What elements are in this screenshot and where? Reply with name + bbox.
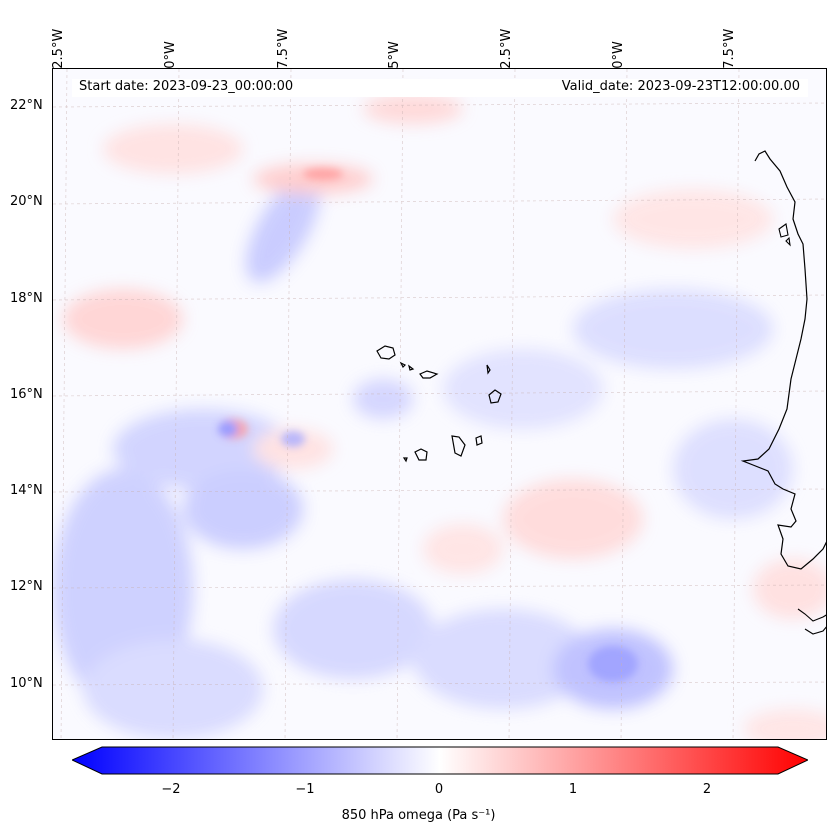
lat-label-12n: 12°N [10,579,43,594]
omega-field [53,94,826,739]
colorbar-tick-0: 0 [434,782,444,797]
colorbar-tick-minus-1: −1 [295,782,315,797]
colorbar-tick-1: 1 [568,782,578,797]
map-panel[interactable] [52,68,827,740]
lat-label-10n: 10°N [10,676,43,691]
header-band [72,79,808,97]
gridlines [53,69,826,739]
colorbar-gradient [72,746,808,775]
colorbar-tick-2: 2 [702,782,712,797]
colorbar [72,746,808,775]
colorbar-label: 850 hPa omega (Pa s⁻¹) [341,808,496,823]
african-coastline [740,150,826,570]
lat-label-20n: 20°N [10,194,43,209]
lat-label-18n: 18°N [10,291,43,306]
cape-verde-islands [376,345,502,463]
lat-label-14n: 14°N [10,483,43,498]
valid-date-label: Valid_date: 2023-09-23T12:00:00.00 [561,79,800,94]
colorbar-tick-minus-2: −2 [161,782,181,797]
omega-field-map [53,69,826,739]
start-date-label: Start date: 2023-09-23_00:00:00 [79,79,294,94]
lat-label-16n: 16°N [10,387,43,402]
lat-label-22n: 22°N [10,98,43,113]
